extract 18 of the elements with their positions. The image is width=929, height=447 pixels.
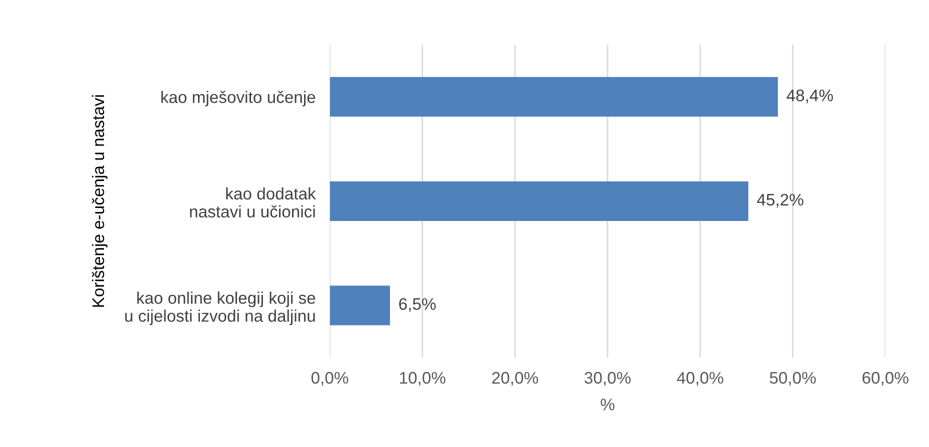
x-tick-label: 20,0% (492, 372, 538, 386)
y-tick-label: kao mješovito učenje (161, 90, 316, 106)
y-tick-label: kao dodatak nastavi u učionici (190, 187, 316, 218)
x-tick-label: 0,0% (311, 372, 348, 386)
bar (330, 77, 778, 117)
x-tick-label: 30,0% (584, 372, 631, 386)
y-tick-label: kao online kolegij koji se u cijelosti izvodi na daljinu (125, 292, 316, 326)
bar (330, 181, 748, 221)
x-tick-label: 40,0% (676, 372, 724, 386)
data-label: 45,2% (757, 194, 804, 208)
x-axis-title: % (600, 398, 614, 410)
x-tick-label: 10,0% (400, 372, 446, 386)
bar (330, 286, 390, 326)
y-axis-title: Korištenje e-učenja u nastavi (92, 95, 108, 307)
x-tick-label: 60,0% (862, 372, 908, 386)
x-tick-label: 50,0% (770, 372, 816, 386)
data-label: 48,4% (786, 90, 833, 104)
data-label: 6,5% (399, 298, 436, 312)
